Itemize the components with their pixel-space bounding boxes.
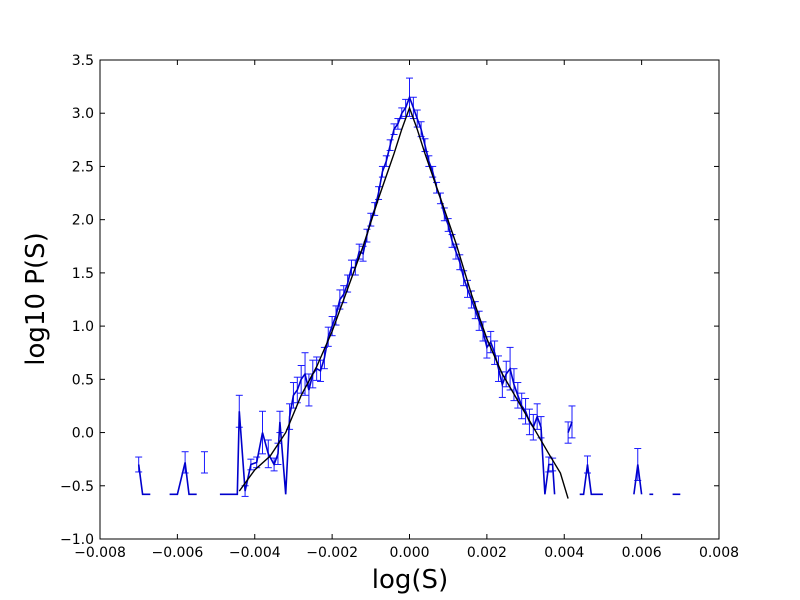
x-axis: −0.008 −0.006 −0.004 −0.002 0.000 0.002 0.004 0… bbox=[74, 60, 739, 561]
data-series-segment bbox=[169, 451, 197, 496]
data-line bbox=[219, 94, 556, 496]
fit-line bbox=[238, 105, 569, 499]
y-tick-label: −0.5 bbox=[60, 479, 94, 495]
data-line bbox=[567, 421, 573, 433]
y-tick-label: 2.0 bbox=[72, 213, 94, 229]
data-series-segment bbox=[135, 456, 151, 496]
x-tick-label: −0.002 bbox=[306, 545, 358, 561]
x-tick-label: −0.006 bbox=[151, 545, 203, 561]
data-line bbox=[169, 462, 197, 496]
y-tick-label: 1.5 bbox=[72, 266, 94, 282]
data-series-segment bbox=[579, 455, 603, 496]
x-tick-label: 0.002 bbox=[467, 545, 507, 561]
data-series-segment bbox=[633, 448, 643, 495]
y-tick-label: 3.0 bbox=[72, 106, 94, 122]
y-tick-label: 2.5 bbox=[72, 159, 94, 175]
x-tick-label: 0.008 bbox=[699, 545, 739, 561]
y-tick-label: 3.5 bbox=[72, 53, 94, 69]
series-layer bbox=[135, 77, 681, 499]
data-series-segment bbox=[200, 451, 208, 474]
data-line bbox=[579, 464, 603, 496]
plot-area bbox=[99, 59, 720, 540]
y-tick-label: 0.5 bbox=[72, 372, 94, 388]
data-line bbox=[137, 464, 151, 496]
x-axis-label: log(S) bbox=[372, 565, 448, 595]
y-axis: −1.0 −0.5 0.0 0.5 1.0 1.5 2.0 2.5 3.0 3.5 bbox=[60, 53, 719, 548]
x-tick-label: −0.008 bbox=[74, 545, 126, 561]
data-series-segment bbox=[219, 77, 557, 497]
x-tick-label: 0.006 bbox=[622, 545, 662, 561]
y-tick-label: −1.0 bbox=[60, 532, 94, 548]
y-axis-label: log10 P(S) bbox=[21, 232, 51, 365]
x-tick-label: −0.004 bbox=[229, 545, 281, 561]
x-tick-label: 0.004 bbox=[544, 545, 584, 561]
data-line bbox=[633, 464, 643, 495]
x-tick-label: 0.000 bbox=[389, 545, 429, 561]
y-tick-label: 1.0 bbox=[72, 319, 94, 335]
y-tick-label: 0.0 bbox=[72, 426, 94, 442]
data-series-segment bbox=[564, 405, 576, 444]
